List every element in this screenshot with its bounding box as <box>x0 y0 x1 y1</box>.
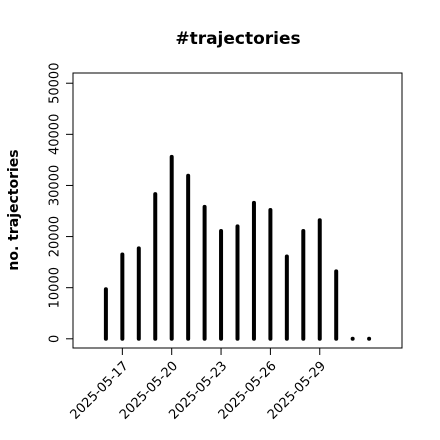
y-tick-label: 20000 <box>48 216 63 257</box>
y-tick-label: 50000 <box>48 63 63 104</box>
y-tick-label: 0 <box>48 335 63 343</box>
y-tick-label: 10000 <box>48 267 63 308</box>
y-tick-label: 40000 <box>48 114 63 155</box>
y-tick-label: 30000 <box>48 165 63 206</box>
chart-title: #trajectories <box>175 29 300 49</box>
plot-box <box>72 72 403 349</box>
y-axis-label: no. trajectories <box>6 149 22 270</box>
